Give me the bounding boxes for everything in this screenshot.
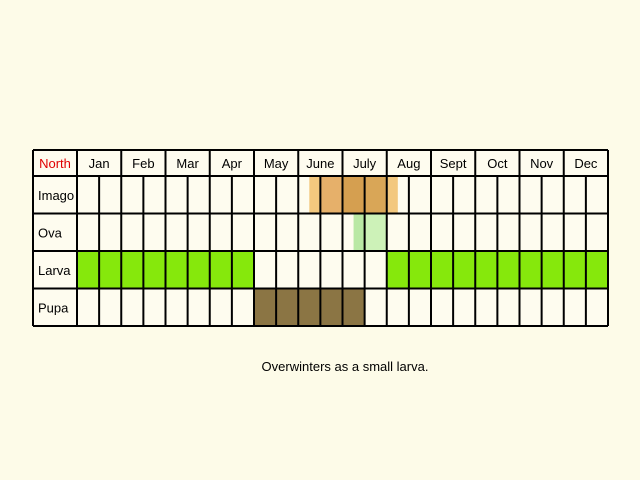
stage-label-ova: Ova [38,225,63,240]
stage-segment-imago [342,176,365,214]
stage-segment-ova [353,213,365,251]
stage-segment-imago [386,176,398,214]
stage-label-imago: Imago [38,188,74,203]
month-label: Nov [530,156,554,171]
overwintering-note: Overwinters as a small larva. [261,359,429,374]
stage-segment-imago [309,176,321,214]
stage-segment-imago [364,176,387,214]
month-label: Feb [132,156,154,171]
month-label: Sept [440,156,467,171]
stage-segment-pupa [254,288,365,326]
month-label: Dec [574,156,598,171]
month-label: Mar [176,156,199,171]
month-label: Jan [89,156,110,171]
month-label: Aug [397,156,420,171]
month-label: Apr [222,156,243,171]
month-label: July [353,156,377,171]
stage-segment-ova [364,213,387,251]
stage-label-pupa: Pupa [38,300,69,315]
month-label: Oct [487,156,508,171]
stage-segment-imago [320,176,343,214]
region-label: North [39,156,71,171]
stage-label-larva: Larva [38,263,71,278]
month-label: May [264,156,289,171]
month-label: June [306,156,334,171]
